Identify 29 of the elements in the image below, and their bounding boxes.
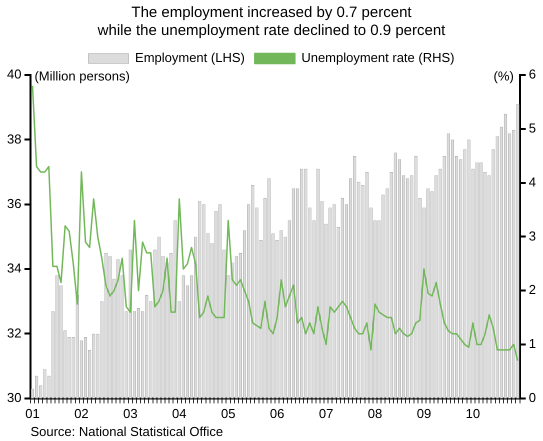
y2-tick-label: 6 — [528, 66, 536, 82]
y2-axis-title: (%) — [494, 68, 514, 84]
legend-label: Unemployment rate (RHS) — [301, 50, 454, 66]
y2-tick-label: 4 — [528, 174, 536, 190]
y-axis-title: (Million persons) — [34, 68, 130, 84]
x-tick-label: 01 — [25, 406, 40, 421]
y2-tick-label: 3 — [528, 228, 536, 244]
x-tick-label: 08 — [368, 406, 382, 421]
source-note: Source: National Statistical Office — [30, 424, 224, 440]
y2-tick-label: 5 — [528, 120, 536, 136]
x-tick-label: 04 — [172, 406, 187, 421]
x-tick-label: 02 — [74, 406, 89, 421]
y2-tick-label: 1 — [528, 336, 536, 352]
x-tick-label: 10 — [466, 406, 480, 421]
y-tick-label: 30 — [6, 390, 22, 405]
legend-label: Employment (LHS) — [135, 50, 245, 66]
y-tick-label: 38 — [6, 131, 22, 146]
y-tick-label: 32 — [6, 325, 22, 340]
y-tick-label: 34 — [6, 260, 22, 276]
x-tick-label: 05 — [220, 406, 236, 421]
x-tick-label: 06 — [270, 406, 284, 421]
x-tick-label: 09 — [416, 406, 432, 421]
x-tick-label: 07 — [318, 406, 334, 421]
y-tick-label: 40 — [6, 66, 22, 82]
y-tick-label: 36 — [6, 196, 22, 211]
x-tick-label: 03 — [123, 406, 138, 421]
y2-tick-label: 2 — [528, 282, 536, 298]
y2-tick-label: 0 — [528, 390, 536, 405]
chart-title: The employment increased by 0.7 percent while the unemployment rate declined to 0.9 percent — [96, 4, 446, 40]
